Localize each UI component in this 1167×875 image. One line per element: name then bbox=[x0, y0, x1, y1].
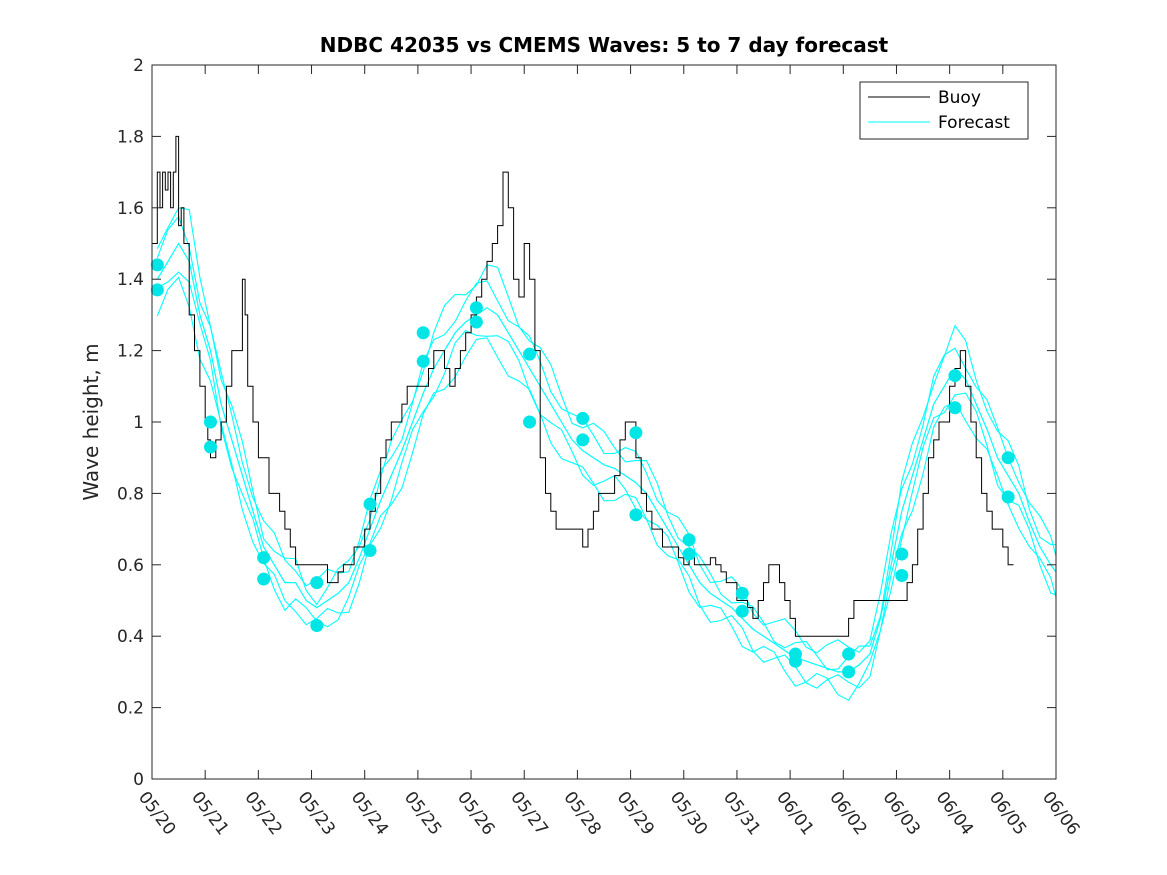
forecast-marker bbox=[576, 411, 590, 425]
chart-title: NDBC 42035 vs CMEMS Waves: 5 to 7 day fo… bbox=[320, 33, 889, 57]
forecast-marker bbox=[842, 665, 856, 679]
forecast-marker bbox=[203, 440, 217, 454]
y-axis-label: Wave height, m bbox=[79, 343, 103, 500]
forecast-series-group bbox=[156, 207, 1057, 701]
legend-box bbox=[859, 81, 1029, 140]
forecast-marker bbox=[523, 347, 537, 361]
forecast-marker bbox=[629, 508, 643, 522]
forecast-marker bbox=[150, 258, 164, 272]
forecast-marker bbox=[416, 326, 430, 340]
forecast-marker bbox=[310, 618, 324, 632]
forecast-marker bbox=[895, 547, 909, 561]
y-tick-label: 1.6 bbox=[117, 199, 144, 219]
buoy-line bbox=[152, 135, 1014, 637]
forecast-marker bbox=[469, 301, 483, 315]
forecast-marker bbox=[363, 497, 377, 511]
forecast-marker bbox=[257, 551, 271, 565]
forecast-marker bbox=[895, 569, 909, 583]
forecast-marker bbox=[576, 433, 590, 447]
y-tick-label: 1.8 bbox=[117, 127, 144, 147]
buoy-series-group bbox=[152, 135, 1014, 637]
forecast-marker bbox=[842, 647, 856, 661]
forecast-marker bbox=[948, 401, 962, 415]
y-tick-label: 0 bbox=[133, 770, 144, 790]
legend: Buoy Forecast bbox=[859, 81, 1029, 140]
y-tick-label: 1.2 bbox=[117, 342, 144, 362]
forecast-marker bbox=[948, 369, 962, 383]
forecast-marker bbox=[735, 604, 749, 618]
forecast-marker bbox=[257, 572, 271, 586]
forecast-line bbox=[156, 242, 1057, 673]
forecast-marker bbox=[682, 533, 696, 547]
forecast-marker bbox=[310, 576, 324, 590]
legend-forecast-label: Forecast bbox=[938, 113, 1010, 133]
forecast-marker bbox=[682, 547, 696, 561]
forecast-marker bbox=[363, 544, 377, 558]
forecast-ensemble-line bbox=[157, 271, 1057, 701]
forecast-ensemble-line bbox=[156, 215, 1057, 654]
y-tick-label: 1 bbox=[133, 413, 144, 433]
forecast-marker bbox=[203, 415, 217, 429]
plot-area bbox=[152, 65, 1056, 779]
forecast-marker bbox=[1001, 451, 1015, 465]
forecast-marker bbox=[469, 315, 483, 329]
forecast-ensemble-line bbox=[156, 276, 1057, 689]
forecast-marker bbox=[735, 586, 749, 600]
forecast-marker bbox=[416, 354, 430, 368]
y-tick-label: 0.8 bbox=[117, 484, 144, 504]
forecast-marker bbox=[523, 415, 537, 429]
forecast-marker bbox=[629, 426, 643, 440]
forecast-markers-group bbox=[150, 258, 1015, 679]
y-tick-label: 1.4 bbox=[117, 270, 144, 290]
forecast-ensemble-line bbox=[156, 207, 1057, 671]
forecast-marker bbox=[150, 283, 164, 297]
y-tick-label: 0.4 bbox=[117, 627, 144, 647]
forecast-marker bbox=[788, 654, 802, 668]
y-axis: 0 0.2 0.4 0.6 0.8 1 1.2 1.4 1.6 1.8 2 bbox=[117, 56, 1056, 790]
legend-buoy-label: Buoy bbox=[938, 88, 981, 108]
forecast-marker bbox=[1001, 490, 1015, 504]
y-tick-label: 2 bbox=[133, 56, 144, 76]
y-tick-label: 0.2 bbox=[117, 699, 144, 719]
y-tick-label: 0.6 bbox=[117, 556, 144, 576]
